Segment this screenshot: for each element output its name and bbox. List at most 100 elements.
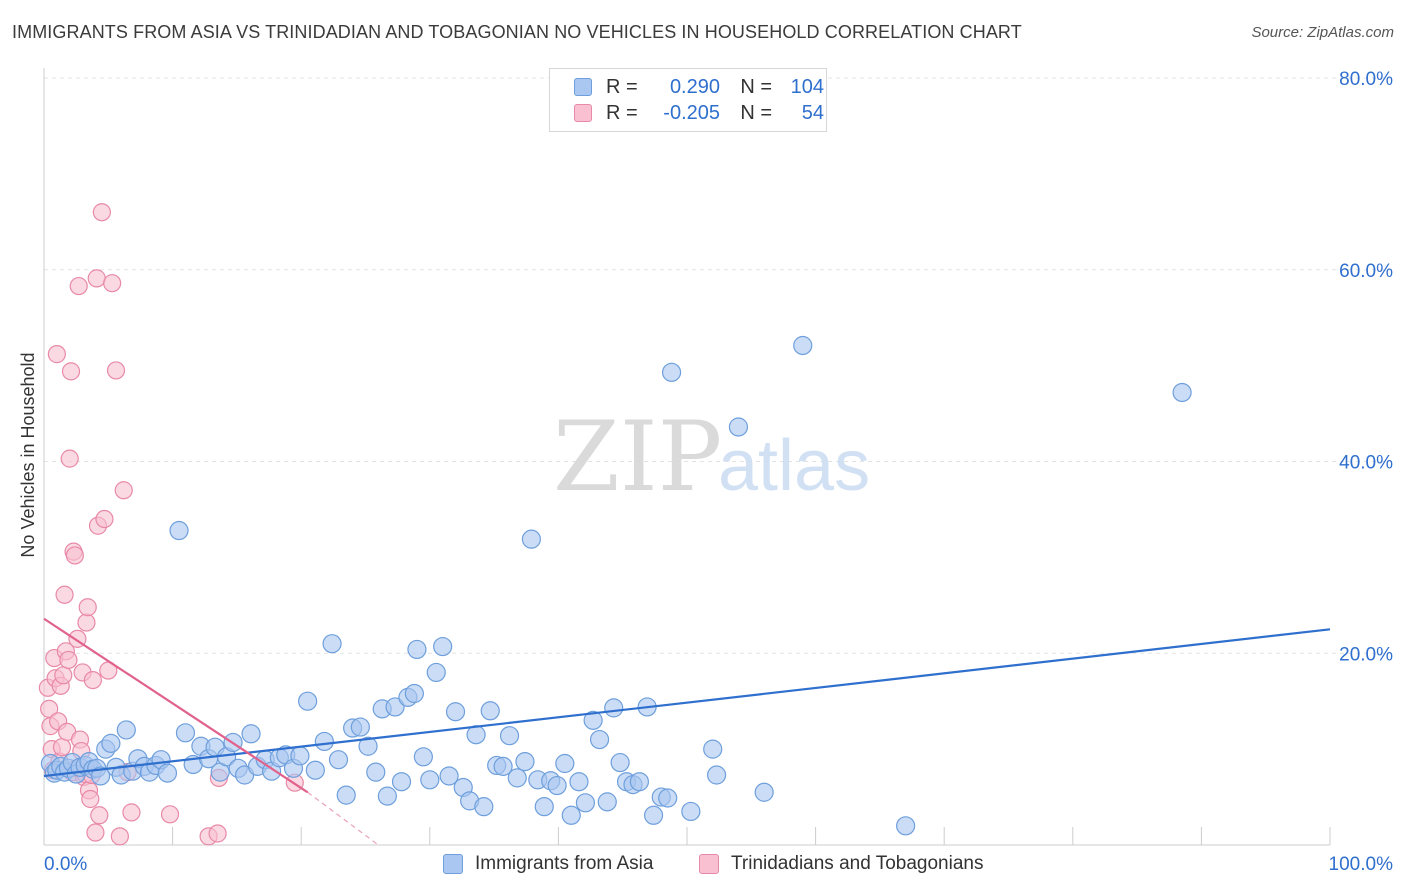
blue-point: [328, 750, 349, 770]
blue-point: [305, 760, 325, 780]
legend-swatch-pink: [574, 104, 592, 122]
blue-point: [336, 785, 356, 805]
trend-line-asia: [43, 628, 1331, 778]
pink-point: [86, 823, 105, 842]
pink-point: [87, 269, 106, 288]
blue-point: [583, 710, 603, 730]
blue-point: [534, 797, 554, 817]
blue-point: [728, 417, 749, 437]
blue-point: [474, 797, 494, 817]
blue-point: [555, 753, 575, 774]
pink-point: [90, 806, 109, 825]
blue-point: [290, 746, 310, 766]
legend-r-label: R =: [606, 75, 638, 98]
blue-point: [643, 805, 664, 825]
blue-point: [426, 662, 446, 683]
stats-legend: R = 0.290 N = 104 R = -0.205 N = 54: [549, 68, 827, 132]
trend-line-trinidad-extension: [307, 791, 379, 846]
blue-point: [407, 639, 427, 660]
series-name-asia: Immigrants from Asia: [475, 853, 654, 874]
y-tick-label: 60.0%: [1339, 261, 1393, 282]
blue-point: [561, 805, 581, 825]
blue-point: [413, 747, 433, 767]
pink-point: [54, 666, 73, 685]
trend-line-trinidad: [43, 617, 309, 794]
pink-point: [95, 509, 114, 529]
pink-point: [47, 345, 66, 364]
blue-point: [322, 634, 342, 654]
blue-point: [629, 772, 650, 792]
pink-point: [59, 650, 78, 670]
y-tick-label: 20.0%: [1339, 644, 1393, 665]
legend-r-value: -0.205: [663, 101, 720, 124]
series-legend-asia: Immigrants from Asia: [443, 852, 653, 876]
legend-n-value: 104: [790, 75, 824, 98]
blue-point: [493, 756, 513, 776]
blue-point: [793, 335, 813, 356]
blue-point: [241, 724, 261, 744]
y-axis-label: No Vehicles in Household: [18, 352, 38, 557]
pink-point: [52, 738, 72, 757]
pink-point: [65, 546, 84, 565]
pink-point: [55, 585, 74, 604]
series-legend-trinidad: Trinidadians and Tobagonians: [699, 852, 983, 876]
blue-point: [597, 792, 617, 812]
blue-point: [681, 801, 701, 822]
pink-point: [160, 805, 180, 824]
blue-point: [358, 736, 378, 756]
pink-point: [208, 824, 227, 843]
legend-n-value: 54: [801, 101, 824, 124]
blue-point: [314, 731, 334, 752]
pink-point: [92, 203, 111, 222]
blue-point: [658, 788, 678, 808]
y-tick-label: 80.0%: [1339, 69, 1393, 90]
blue-point: [169, 520, 189, 541]
blue-point: [575, 793, 596, 813]
blue-point: [499, 726, 520, 746]
pink-point: [69, 276, 88, 296]
blue-point: [298, 691, 318, 711]
pink-series-points: [38, 203, 304, 846]
blue-point: [610, 752, 630, 773]
blue-point: [521, 529, 541, 549]
blue-point: [754, 782, 774, 802]
trend-lines: [43, 617, 1331, 846]
blue-point: [445, 702, 466, 722]
y-tick-label: 40.0%: [1339, 453, 1393, 474]
legend-row-asia: R = 0.290 N = 104: [574, 74, 824, 100]
pink-point: [106, 361, 126, 380]
watermark-zip: ZIP: [553, 401, 722, 513]
blue-point: [175, 723, 196, 743]
series-swatch-pink: [699, 854, 719, 874]
blue-point: [661, 362, 682, 382]
legend-row-trinidad: R = -0.205 N = 54: [574, 100, 824, 126]
legend-swatch-blue: [574, 78, 592, 96]
pink-point: [78, 598, 97, 617]
blue-point: [90, 766, 111, 786]
pink-point: [81, 789, 100, 809]
legend-n-label: N =: [740, 101, 772, 124]
pink-point: [60, 449, 79, 468]
blue-point: [404, 683, 424, 704]
source-label: Source: ZipAtlas.com: [1251, 24, 1394, 41]
blue-point: [377, 786, 397, 806]
series-name-trinidad: Trinidadians and Tobagonians: [731, 853, 984, 874]
blue-point: [433, 636, 453, 657]
pink-point: [122, 803, 141, 822]
chart-title: IMMIGRANTS FROM ASIA VS TRINIDADIAN AND …: [12, 22, 1022, 42]
x-tick-label: 0.0%: [44, 854, 87, 875]
legend-r-label: R =: [606, 101, 638, 124]
blue-point: [507, 768, 527, 788]
pink-point: [103, 274, 122, 293]
blue-point: [604, 698, 624, 718]
blue-point: [1172, 382, 1192, 403]
legend-r-value: 0.290: [669, 75, 720, 98]
pink-point: [110, 827, 129, 846]
blue-point: [391, 772, 412, 792]
pink-point: [61, 362, 81, 381]
series-swatch-blue: [443, 854, 463, 874]
grid-lines: [44, 77, 1394, 654]
blue-point: [515, 751, 535, 772]
blue-point: [547, 775, 567, 796]
